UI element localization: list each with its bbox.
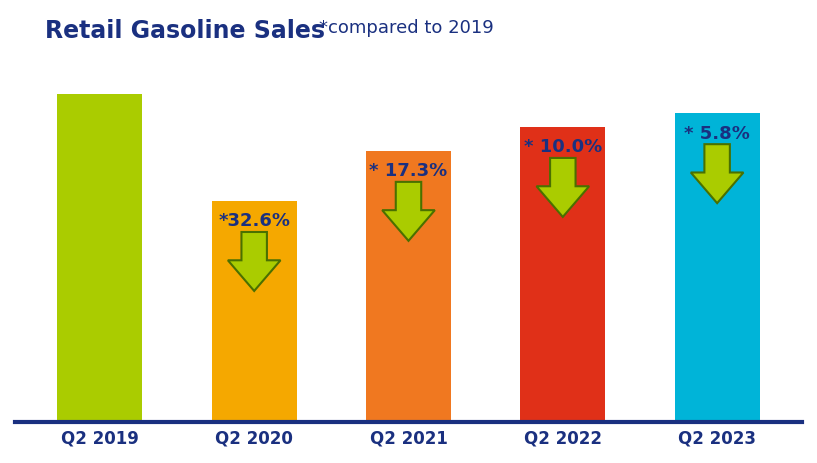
Polygon shape [537,158,589,217]
Polygon shape [228,232,280,291]
Text: * 17.3%: * 17.3% [369,162,448,180]
Text: * 10.0%: * 10.0% [524,138,602,156]
Bar [212,201,297,422]
Text: *compared to 2019: *compared to 2019 [319,19,493,37]
Text: * 5.8%: * 5.8% [684,125,750,143]
Bar [57,94,142,422]
Polygon shape [691,144,743,203]
Bar [520,127,605,422]
Text: *32.6%: *32.6% [218,213,290,230]
Text: Retail Gasoline Sales: Retail Gasoline Sales [45,19,325,43]
Bar [366,151,451,422]
Bar [675,113,760,422]
Polygon shape [382,182,435,241]
